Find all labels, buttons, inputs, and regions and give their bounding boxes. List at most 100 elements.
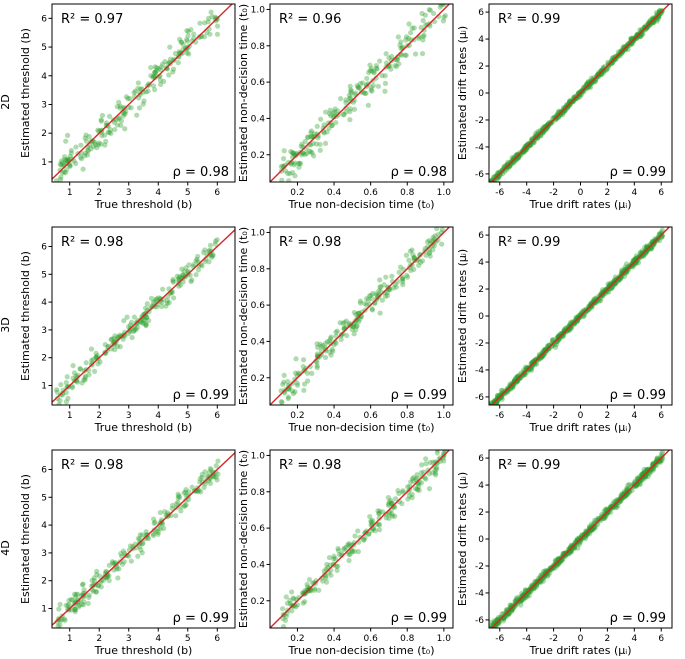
x-tick-label: -6 <box>495 634 504 644</box>
scatter-point <box>296 160 303 166</box>
scatter-point <box>116 566 122 572</box>
scatter-point <box>383 51 389 57</box>
scatter-point <box>353 318 359 324</box>
scatter-point <box>426 249 433 255</box>
x-tick-label: 6 <box>214 634 220 644</box>
scatter-point <box>67 163 73 169</box>
scatter-point <box>107 127 114 133</box>
scatter-point <box>173 501 180 507</box>
scatter-point <box>148 295 155 301</box>
scatter-point <box>655 234 661 240</box>
scatter-point <box>539 130 545 136</box>
scatter-point <box>646 20 653 26</box>
y-tick-label: -4 <box>475 589 484 599</box>
y-tick-label: -6 <box>475 393 484 403</box>
scatter-point <box>533 579 539 585</box>
scatter-point <box>598 297 604 304</box>
scatter-point <box>64 167 70 173</box>
scatter-point <box>101 577 107 583</box>
scatter-point <box>115 575 121 581</box>
scatter-point <box>176 54 182 60</box>
scatter-point <box>306 576 313 583</box>
x-tick-label: 0.4 <box>327 634 342 644</box>
scatter-point <box>385 495 391 501</box>
scatter-point <box>304 584 311 590</box>
scatter-point <box>386 502 392 508</box>
scatter-point <box>73 594 79 600</box>
scatter-point <box>175 499 181 505</box>
scatter-point <box>370 83 376 89</box>
scatter-point <box>367 68 373 74</box>
scatter-point <box>289 608 295 614</box>
scatter-point <box>300 357 307 363</box>
scatter-point <box>507 383 513 389</box>
scatter-point <box>610 504 616 511</box>
r-squared-label: R² = 0.99 <box>498 235 560 250</box>
scatter-point <box>77 366 84 372</box>
scatter-point <box>656 238 663 244</box>
scatter-point <box>566 326 572 332</box>
rho-label: ρ = 0.99 <box>610 165 666 180</box>
scatter-point <box>638 254 644 260</box>
scatter-point <box>524 142 530 148</box>
scatter-point <box>587 528 593 534</box>
scatter-point <box>518 597 524 603</box>
scatter-point <box>531 138 537 144</box>
scatter-point <box>195 267 201 273</box>
scatter-point <box>508 384 514 390</box>
scatter-point <box>545 344 551 350</box>
scatter-point <box>376 510 382 516</box>
scatter-point <box>487 184 492 189</box>
scatter-point <box>365 102 371 108</box>
scatter-point <box>345 542 351 548</box>
scatter-point <box>355 84 361 90</box>
scatter-point <box>202 20 208 26</box>
scatter-point <box>83 360 89 366</box>
scatter-point <box>186 51 192 57</box>
scatter-point <box>620 270 626 276</box>
scatter-point <box>553 116 559 122</box>
scatter-point <box>631 258 637 264</box>
scatter-point <box>149 303 155 310</box>
scatter-point <box>486 630 491 635</box>
scatter-point <box>367 62 373 68</box>
scatter-point <box>441 441 446 446</box>
scatter-point <box>146 317 152 324</box>
scatter-point <box>129 334 135 341</box>
scatter-point <box>97 359 103 365</box>
scatter-point <box>623 268 629 275</box>
scatter-point <box>589 521 595 527</box>
scatter-point <box>140 540 146 546</box>
scatter-point <box>379 73 385 79</box>
scatter-point <box>301 387 307 393</box>
scatter-point <box>434 460 440 466</box>
scatter-point <box>346 557 352 564</box>
scatter-point <box>555 114 561 120</box>
scatter-point <box>424 239 431 245</box>
x-tick-label: 4 <box>155 411 161 421</box>
scatter-point <box>649 239 656 245</box>
scatter-point <box>292 160 298 166</box>
scatter-point <box>623 261 630 267</box>
scatter-point <box>655 13 661 20</box>
scatter-point <box>57 622 63 628</box>
scatter-point <box>631 261 637 267</box>
scatter-point <box>507 162 513 168</box>
scatter-point <box>86 592 92 598</box>
scatter-point <box>598 68 604 74</box>
scatter-point <box>565 549 571 555</box>
scatter-point <box>322 340 329 347</box>
scatter-point <box>507 602 513 608</box>
scatter-point <box>599 516 605 522</box>
r-squared-label: R² = 0.98 <box>61 235 123 250</box>
scatter-point <box>396 61 402 67</box>
scatter-point <box>133 327 139 333</box>
scatter-point <box>373 62 379 69</box>
scatter-point <box>65 395 71 401</box>
scatter-point <box>414 487 421 493</box>
scatter-point <box>605 510 611 516</box>
x-tick-label: 2 <box>605 188 611 198</box>
scatter-point <box>91 578 98 584</box>
scatter-point <box>93 588 99 595</box>
